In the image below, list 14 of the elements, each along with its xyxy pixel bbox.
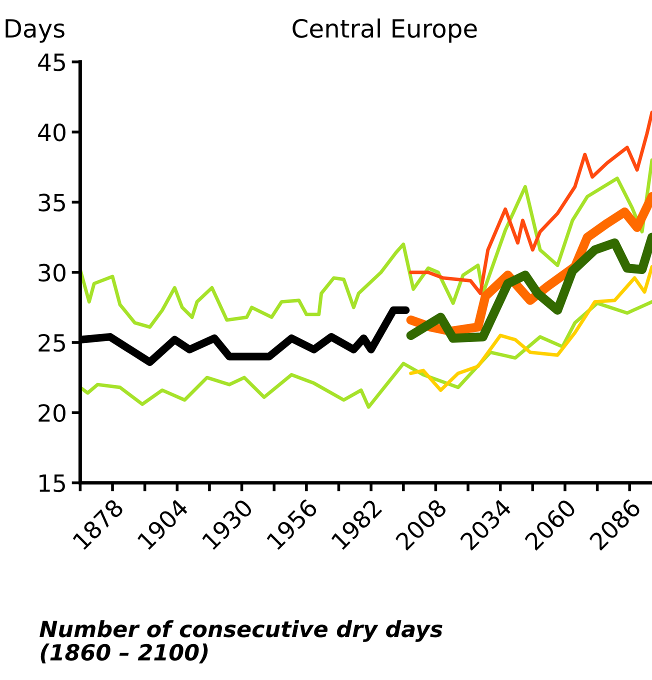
y-tick-label: 40 <box>38 123 66 142</box>
line-series <box>80 300 652 409</box>
chart-title: Central Europe <box>292 18 477 43</box>
line-series <box>409 264 652 392</box>
y-tick-label: 15 <box>40 474 65 492</box>
y-tick-label: 20 <box>38 404 66 422</box>
y-axis-title: Days <box>6 19 64 43</box>
line-series <box>80 158 652 329</box>
y-tick-label: 30 <box>38 264 66 282</box>
text: Number of consecutive dry days (1860 – 2100) <box>40 620 442 664</box>
y-tick-label: 35 <box>38 194 65 212</box>
line-series <box>409 110 652 296</box>
y-tick-label: 25 <box>38 334 65 352</box>
y-tick-label: 45 <box>38 54 65 72</box>
